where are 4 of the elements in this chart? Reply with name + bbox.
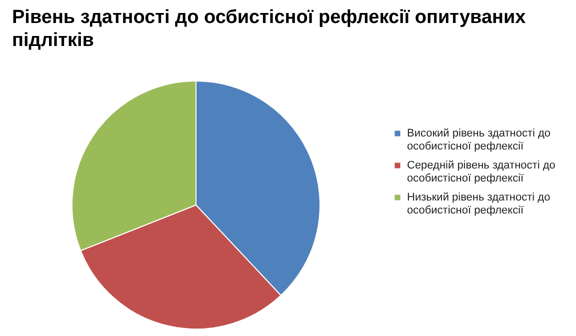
legend-label: Середній рівень здатності до особистісної рефлексії (407, 160, 556, 184)
chart-title: Рівень здатності до осбистісної рефлексії опитуваних підлітків (12, 7, 526, 51)
legend-label: Високий рівень здатності до особистісної рефлексії (407, 128, 551, 152)
legend-label: Низький рівень здатності до особистісної рефлексії (407, 192, 550, 216)
